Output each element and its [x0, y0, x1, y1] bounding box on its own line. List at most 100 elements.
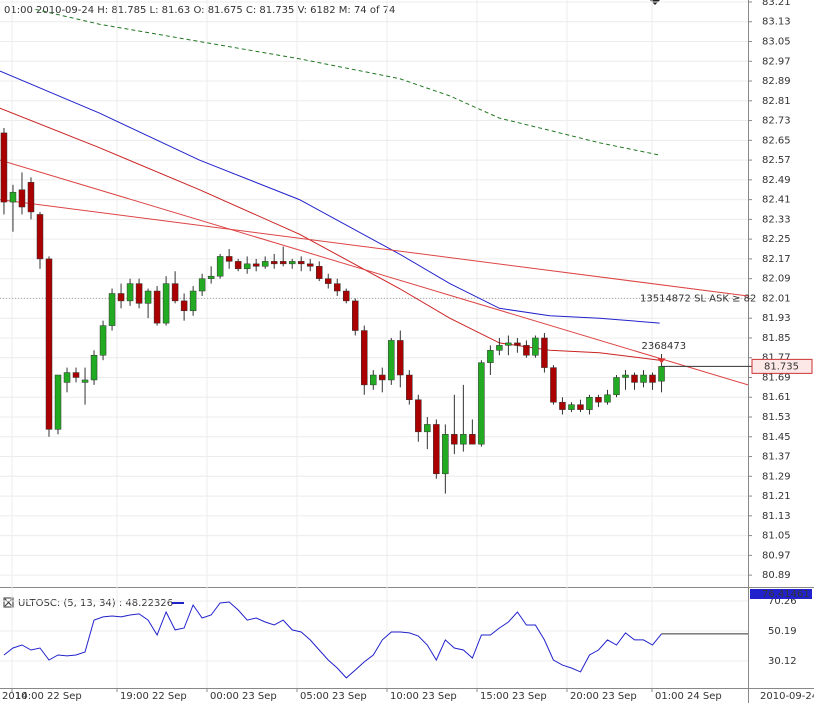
time-label: 19:00 22 Sep — [120, 691, 187, 702]
candle-body — [658, 366, 665, 382]
y-tick-label: 82.65 — [762, 135, 791, 146]
candle-body — [505, 342, 512, 346]
candle-body — [279, 261, 287, 265]
candle-body — [514, 342, 521, 346]
candle-body — [144, 290, 152, 304]
candle-body — [595, 396, 602, 403]
candle-body — [261, 261, 269, 267]
candle-body — [361, 330, 368, 386]
candle-body — [604, 394, 611, 403]
oscillator-toggle[interactable] — [3, 597, 14, 608]
candle-body — [451, 434, 458, 445]
candle-body — [487, 350, 494, 363]
candle-body — [424, 424, 431, 433]
candle-body — [36, 214, 44, 260]
candle-body — [379, 374, 386, 381]
candle-body — [496, 345, 503, 351]
candle-body — [622, 374, 629, 378]
candle-body — [541, 337, 548, 368]
indicator-line — [0, 159, 749, 386]
time-label: 00:00 23 Sep — [210, 691, 277, 702]
candle-body — [153, 290, 161, 324]
candle-body — [406, 374, 413, 400]
time-label: 01:00 24 Sep — [655, 691, 722, 702]
candle-body — [81, 379, 89, 383]
time-end-label: 2010-09-24 — [760, 691, 814, 702]
candle-body — [180, 300, 188, 312]
candle-body — [54, 374, 62, 430]
candle-body — [315, 266, 323, 279]
candle-body — [270, 261, 278, 265]
candle-body — [189, 290, 197, 312]
indicator-line — [35, 8, 660, 156]
osc-tick-label: 30.12 — [768, 656, 797, 667]
y-tick-label: 82.97 — [762, 56, 791, 67]
candle-body — [460, 434, 467, 445]
candle-body — [532, 337, 539, 356]
candle-body — [568, 404, 575, 410]
candle-body — [577, 404, 584, 410]
y-tick-label: 81.13 — [762, 511, 791, 522]
candle-body — [324, 278, 332, 284]
candle-body — [586, 396, 593, 410]
y-tick-label: 81.45 — [762, 432, 791, 443]
candle-body — [162, 283, 170, 324]
candle-body — [99, 325, 107, 356]
time-label: 10:00 23 Sep — [390, 691, 457, 702]
y-tick-label: 83.13 — [762, 17, 791, 28]
candle-body — [370, 374, 377, 386]
candle-body — [306, 263, 314, 267]
candle-body — [478, 362, 485, 445]
candle-body — [343, 290, 350, 302]
candle-body — [0, 132, 8, 203]
candle-body — [397, 340, 404, 376]
y-tick-label: 81.05 — [762, 531, 791, 542]
osc-max-box — [750, 589, 812, 599]
y-tick-label: 82.73 — [762, 116, 791, 127]
y-tick-label: 82.57 — [762, 155, 791, 166]
time-label: 2010 — [2, 691, 27, 702]
y-tick-label: 81.69 — [762, 372, 791, 383]
order-marker — [657, 358, 666, 364]
candle-body — [352, 300, 359, 331]
y-tick-label: 81.61 — [762, 392, 791, 403]
y-tick-label: 81.93 — [762, 313, 791, 324]
candle-body — [18, 189, 26, 208]
candle-body — [243, 263, 251, 270]
osc-tick-label: 70.26 — [768, 596, 797, 607]
candle-body — [640, 374, 647, 383]
candle-body — [108, 293, 116, 326]
candle-body — [415, 399, 422, 433]
candle-body — [72, 372, 80, 378]
candle-body — [631, 374, 638, 383]
y-tick-label: 83.21 — [762, 0, 791, 8]
candle-body — [288, 261, 296, 265]
y-tick-label: 82.41 — [762, 195, 791, 206]
last-price-box — [751, 358, 813, 374]
candle-body — [469, 434, 476, 445]
candle-body — [649, 374, 656, 383]
candle-body — [442, 434, 449, 475]
y-tick-label: 83.05 — [762, 37, 791, 48]
candle-body — [216, 256, 224, 277]
indicator-line — [0, 199, 749, 297]
candle-body — [297, 261, 305, 265]
y-tick-label: 80.97 — [762, 550, 791, 561]
candle-body — [559, 401, 566, 410]
y-tick-label: 81.29 — [762, 471, 791, 482]
info-header: 01:00 2010-09-24 H: 81.785 L: 81.63 O: 8… — [4, 5, 395, 16]
y-tick-label: 82.81 — [762, 96, 791, 107]
y-tick-label: 80.89 — [762, 570, 791, 581]
candle-body — [171, 283, 179, 302]
candle-body — [45, 258, 53, 430]
y-tick-label: 81.37 — [762, 452, 791, 463]
candle-body — [198, 278, 206, 292]
candle-body — [90, 354, 98, 381]
osc-tick-label: 50.19 — [768, 626, 797, 637]
candle-body — [9, 191, 17, 203]
osc-max-label: 76.41461 — [762, 589, 810, 600]
time-label: 14:00 22 Sep — [15, 691, 82, 702]
marker-label: 2368473 — [642, 341, 687, 352]
y-tick-label: 82.25 — [762, 234, 791, 245]
